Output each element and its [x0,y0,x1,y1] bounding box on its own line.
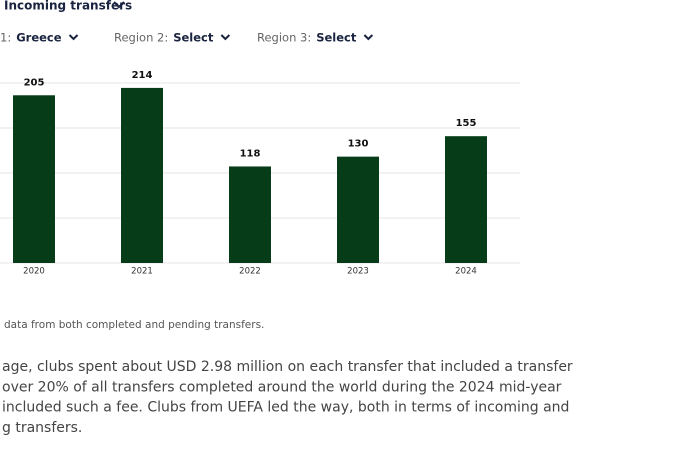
chevron [363,34,374,41]
dropdown-label: Incoming transfers [4,0,132,13]
chart: 205 2020 214 2021 118 2022 130 2023 155 2024 [0,70,520,277]
filter-label: 1: [0,31,11,45]
x-tick-label: 2023 [347,267,369,277]
dropdown[interactable]: Incoming transfers [4,0,132,13]
bar [229,166,271,263]
footnote: data from both completed and pending tra… [4,319,264,331]
filter-label: Region 3: [257,31,311,45]
filters: 1: Greece Region 2: Select Region 3: Select [0,31,374,45]
x-tick-label: 2022 [239,267,261,277]
filter-value: Select [316,31,357,45]
value-label: 205 [24,77,45,88]
region-select[interactable]: Region 2: Select [114,31,231,45]
filter-label: Region 2: [114,31,168,45]
chevron [68,34,79,41]
filter-value: Select [173,31,214,45]
bar [337,156,379,263]
filter-value: Greece [16,31,62,45]
paragraph-line: over 20% of all transfers completed arou… [2,379,562,395]
paragraph-line: g transfers. [2,420,82,436]
bar [445,136,487,263]
x-tick-label: 2021 [131,267,153,277]
region-select[interactable]: 1: Greece [0,31,79,45]
region-select[interactable]: Region 3: Select [257,31,374,45]
bar [13,95,55,263]
value-label: 130 [348,139,369,150]
paragraph-line: age, clubs spent about USD 2.98 million … [2,359,573,375]
value-label: 155 [456,118,477,129]
paragraph: age, clubs spent about USD 2.98 million … [2,359,573,436]
bar [121,87,163,263]
paragraph-line: included such a fee. Clubs from UEFA led… [2,400,569,416]
chevron [220,34,231,41]
value-label: 214 [132,70,153,81]
x-tick-label: 2020 [23,267,45,277]
chevron [113,1,125,9]
value-label: 118 [240,148,261,159]
x-tick-label: 2024 [455,267,477,277]
